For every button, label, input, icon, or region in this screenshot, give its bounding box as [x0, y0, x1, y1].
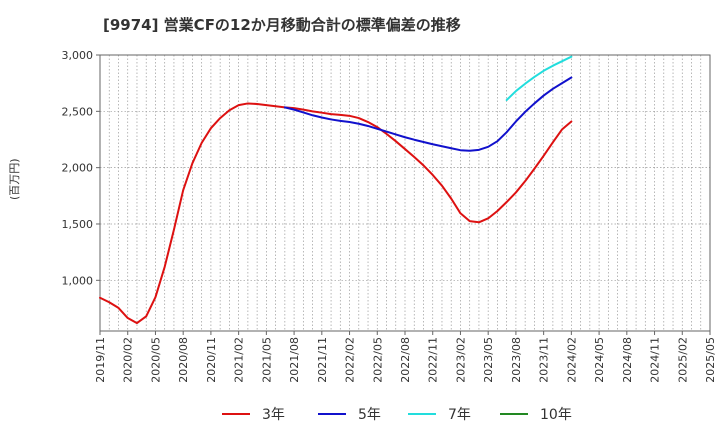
- legend-item-1: 3年: [222, 404, 285, 424]
- y-axis-ticks: 1,000 1,500 2,000 2,500 3,000: [62, 49, 100, 287]
- x-tick-label: 2024/11: [649, 337, 662, 383]
- legend-item-4: 10年: [500, 404, 572, 424]
- x-tick-label: 2024/02: [565, 337, 578, 383]
- legend-item-2: 5年: [318, 404, 381, 424]
- legend-label: 5年: [358, 407, 381, 423]
- x-tick-label: 2020/08: [177, 337, 190, 383]
- x-tick-label: 2021/11: [316, 337, 329, 383]
- series-lines: [99, 55, 573, 325]
- y-tick-label: 1,000: [62, 274, 94, 287]
- x-tick-label: 2024/08: [621, 337, 634, 383]
- x-tick-label: 2020/02: [122, 337, 135, 383]
- series-line-3: [505, 55, 573, 102]
- legend-swatch: [408, 413, 436, 415]
- x-tick-label: 2023/02: [454, 337, 467, 383]
- line-chart: 1,000 1,500 2,000 2,500 3,000 2019/11 2020/02…: [62, 49, 718, 383]
- x-tick-label: 2021/08: [288, 337, 301, 383]
- x-tick-label: 2019/11: [94, 337, 107, 383]
- x-tick-label: 2020/11: [205, 337, 218, 383]
- x-tick-label: 2022/08: [399, 337, 412, 383]
- legend: 3年 5年 7年 10年: [0, 404, 720, 426]
- legend-label: 10年: [540, 407, 572, 423]
- y-tick-label: 2,000: [62, 162, 94, 175]
- y-tick-label: 1,500: [62, 218, 94, 231]
- y-tick-label: 2,500: [62, 105, 94, 118]
- legend-swatch: [222, 413, 250, 415]
- x-axis-ticks: 2019/11 2020/02 2020/05 2020/08 2020/11 2021/…: [94, 331, 717, 383]
- legend-label: 3年: [262, 407, 285, 423]
- series-line-1: [99, 102, 573, 325]
- x-tick-label: 2023/05: [482, 337, 495, 383]
- grid-lines: [100, 54, 710, 331]
- x-tick-label: 2022/02: [344, 337, 357, 383]
- y-tick-label: 3,000: [62, 49, 94, 62]
- x-tick-label: 2023/08: [510, 337, 523, 383]
- legend-swatch: [500, 413, 528, 415]
- x-tick-label: 2023/11: [538, 337, 551, 383]
- x-tick-label: 2022/11: [427, 337, 440, 383]
- x-tick-label: 2022/05: [371, 337, 384, 383]
- x-tick-label: 2021/05: [260, 337, 273, 383]
- legend-label: 7年: [448, 407, 471, 423]
- legend-item-3: 7年: [408, 404, 471, 424]
- x-tick-label: 2024/05: [593, 337, 606, 383]
- x-tick-label: 2025/02: [676, 337, 689, 383]
- x-tick-label: 2025/05: [704, 337, 717, 383]
- x-tick-label: 2021/02: [233, 337, 246, 383]
- x-tick-label: 2020/05: [149, 337, 162, 383]
- chart-title: [9974] 営業CFの12か月移動合計の標準偏差の推移: [103, 16, 461, 34]
- legend-swatch: [318, 413, 346, 415]
- series-line-2: [283, 76, 573, 152]
